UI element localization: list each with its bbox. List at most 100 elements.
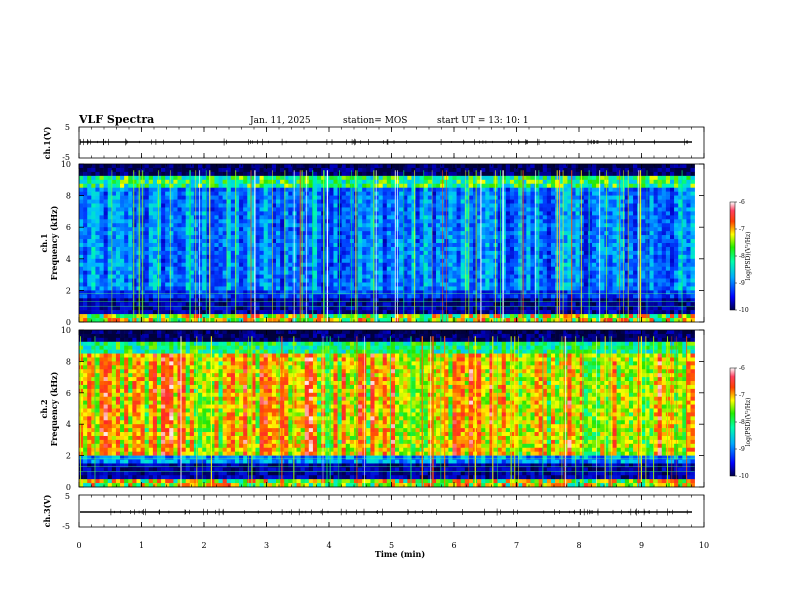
spectrogram-cell <box>181 207 186 212</box>
spectrogram-cell <box>132 270 137 275</box>
spectrogram-cell <box>271 195 277 200</box>
spectrogram-cell <box>423 235 429 240</box>
spectrogram-cell <box>271 286 277 291</box>
spectrogram-cell <box>193 278 199 283</box>
spectrogram-cell <box>165 290 170 295</box>
spectrogram-cell <box>300 179 306 185</box>
spectrogram-cell <box>473 183 478 188</box>
spectrogram-cell <box>497 250 503 256</box>
spectrogram-cell <box>399 239 404 244</box>
spectrogram-cell <box>534 294 539 299</box>
spectrogram-cell <box>111 167 117 173</box>
spectrogram-cell <box>308 243 314 248</box>
spectrogram-cell <box>546 294 552 299</box>
spectrogram-cell <box>259 227 264 232</box>
spectrogram-cell <box>198 282 203 287</box>
spectrogram-cell <box>546 306 552 311</box>
spectrogram-cell <box>542 294 548 299</box>
spectrogram-cell <box>226 235 232 240</box>
spectrogram-cell <box>152 294 158 299</box>
spectrogram-cell <box>243 270 248 275</box>
spectrogram-cell <box>505 179 511 185</box>
spectrogram-cell <box>452 167 457 173</box>
spectrogram-cell <box>431 266 437 271</box>
spectrogram-cell <box>210 282 215 287</box>
spectrogram-cell <box>107 254 113 260</box>
spectrogram-cell <box>333 286 338 291</box>
spectrogram-cell <box>530 195 535 200</box>
spectrogram-cell <box>526 318 531 323</box>
spectrogram-cell <box>550 171 556 177</box>
spectrogram-cell <box>464 219 470 224</box>
spectrogram-cell <box>464 298 470 303</box>
spectrogram-cell <box>234 270 240 275</box>
spectrogram-cell <box>559 302 564 307</box>
spectrogram-cell <box>514 270 519 275</box>
spectrogram-cell <box>349 183 355 188</box>
spectrogram-cell <box>473 318 478 323</box>
spectrogram-cell <box>259 219 264 224</box>
spectrogram-cell <box>87 164 92 169</box>
spectrogram-cell <box>509 258 515 264</box>
spectrogram-cell <box>407 250 412 256</box>
spectrogram-cell <box>267 262 273 267</box>
spectrogram-cell <box>214 231 219 236</box>
spectrogram-cell <box>243 246 248 252</box>
spectrogram-cell <box>247 282 252 287</box>
spectrogram-cell <box>325 164 330 169</box>
spectrogram-cell <box>267 286 273 291</box>
spectrogram-cell <box>198 207 203 212</box>
spectrogram-cell <box>128 215 133 220</box>
spectrogram-cell <box>218 164 223 169</box>
spectrogram-cell <box>571 191 576 196</box>
spectrogram-cell <box>329 254 334 260</box>
spectrogram-cell <box>206 203 211 208</box>
spectrogram-cell <box>526 274 531 279</box>
spectrogram-cell <box>271 310 277 315</box>
spectrogram-cell <box>136 246 141 252</box>
spectrogram-cell <box>132 266 137 271</box>
spectrogram-cell <box>456 314 461 319</box>
spectrogram-cell <box>177 290 182 295</box>
spectrogram-cell <box>124 171 129 177</box>
spectrogram-cell <box>288 286 293 291</box>
spectrogram-cell <box>526 231 531 236</box>
spectrogram-cell <box>407 262 412 267</box>
spectrogram-cell <box>234 175 240 181</box>
spectrogram-cell <box>132 302 137 307</box>
spectrogram-cell <box>280 266 285 271</box>
spectrogram-cell <box>226 306 232 311</box>
spectrogram-cell <box>386 302 392 307</box>
spectrogram-cell <box>124 231 129 236</box>
spectrogram-cell <box>120 270 125 275</box>
spectrogram-cell <box>522 215 527 220</box>
spectrogram-cell <box>378 207 383 212</box>
spectrogram-cell <box>120 282 125 287</box>
spectrogram-cell <box>399 164 404 169</box>
spectrogram-cell <box>378 318 383 323</box>
spectrogram-cell <box>546 187 552 192</box>
spectrogram-cell <box>563 262 568 267</box>
spectrogram-cell <box>144 282 150 287</box>
spectrogram-cell <box>251 243 256 248</box>
spectrogram-cell <box>460 215 466 220</box>
spectrogram-cell <box>169 203 174 208</box>
spectrogram-cell <box>477 306 482 311</box>
spectrogram-cell <box>358 191 363 196</box>
spectrogram-cell <box>144 207 150 212</box>
spectrogram-cell <box>370 211 375 216</box>
spectrogram-cell <box>83 298 88 303</box>
spectrogram-cell <box>436 207 441 212</box>
spectrogram-cell <box>489 298 494 303</box>
spectrogram-cell <box>296 223 301 228</box>
spectrogram-cell <box>567 191 572 196</box>
spectrogram-cell <box>509 223 515 228</box>
spectrogram-cell <box>403 314 408 319</box>
spectrogram-cell <box>95 246 100 252</box>
spectrogram-cell <box>226 223 232 228</box>
spectrogram-cell <box>366 318 371 323</box>
spectrogram-cell <box>83 246 88 252</box>
spectrogram-cell <box>247 318 252 323</box>
spectrogram-cell <box>312 290 318 295</box>
spectrogram-cell <box>501 298 507 303</box>
